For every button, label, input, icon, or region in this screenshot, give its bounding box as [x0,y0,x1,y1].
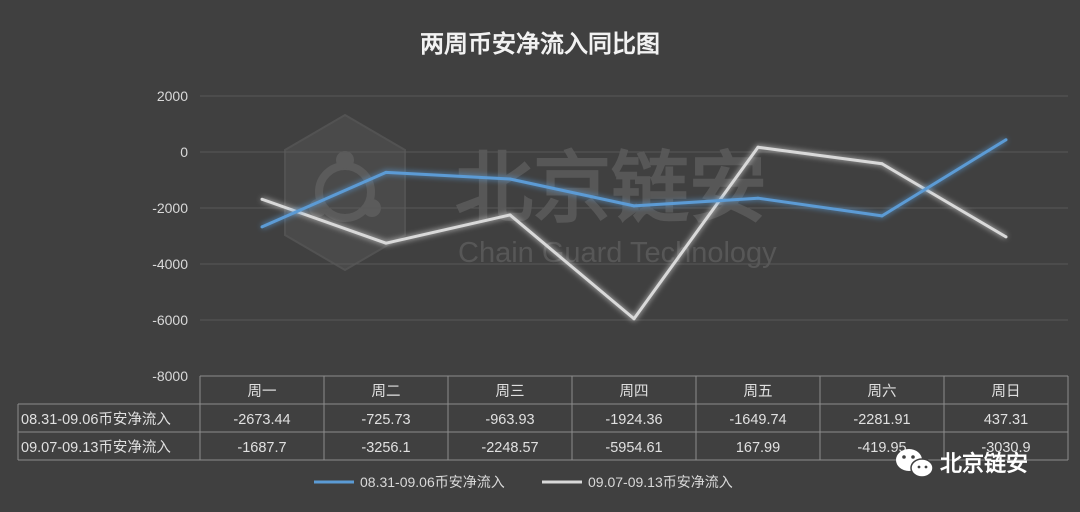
y-tick-label: 2000 [157,88,188,104]
legend-label: 09.07-09.13币安净流入 [588,474,733,490]
table-data-label: -3256.1 [361,440,410,456]
watermark: 北京链安 Chain Guard Technology [284,113,777,272]
x-category-label: 周二 [372,384,401,400]
data-point [384,241,388,245]
legend-label: 08.31-09.06币安净流入 [360,474,505,490]
legend: 08.31-09.06币安净流入 09.07-09.13币安净流入 [314,474,733,490]
data-point [508,213,512,217]
table-series-name: 08.31-09.06币安净流入 [21,411,171,428]
table-data-label: -419.95 [857,440,906,456]
data-table: 周一 周二 周三 周四 周五 周六 周日 08.31-09.06币安净流入 -2673.44 -7… [17,375,1069,461]
data-point [508,177,512,181]
y-tick-label: -8000 [152,368,188,384]
table-data-label: -2673.44 [233,412,290,428]
data-point [756,145,760,149]
watermark-name: 北京链安 [455,144,767,234]
brand-name: 北京链安 [940,451,1028,477]
data-point [880,214,884,218]
data-point [632,204,636,208]
table-data-label: -1924.36 [605,412,662,428]
wechat-icon [896,449,934,478]
y-axis-ticks: 2000 0 -2000 -4000 -6000 -8000 [152,88,188,384]
table-data-label: 437.31 [984,412,1028,428]
chart-title: 两周币安净流入同比图 [420,30,660,58]
x-category-label: 周日 [992,384,1021,400]
x-category-label: 周六 [868,383,897,400]
data-point [260,225,264,229]
brand: 北京链安 [896,449,1028,478]
data-point [1004,235,1008,239]
table-data-label: 167.99 [736,440,780,456]
y-tick-label: -2000 [152,200,188,216]
x-category-label: 周一 [248,384,277,400]
table-data-label: -1649.74 [729,412,786,428]
data-point [260,197,264,201]
data-point [1004,138,1008,142]
table-data-label: -2281.91 [853,412,910,428]
table-series-name: 09.07-09.13币安净流入 [21,439,171,456]
x-category-label: 周四 [620,384,649,400]
data-point [632,317,636,321]
watermark-logo-icon [284,113,406,272]
table-data-label: -1687.7 [237,440,286,456]
y-tick-label: 0 [180,144,188,160]
x-category-label: 周五 [744,384,773,400]
table-data-label: -2248.57 [481,440,538,456]
table-data-label: -963.93 [485,412,534,428]
series-lines [260,138,1008,321]
table-data-label: -5954.61 [605,440,662,456]
data-point [880,162,884,166]
data-point [756,196,760,200]
table-data-label: -725.73 [361,412,410,428]
y-tick-label: -6000 [152,312,188,328]
y-tick-label: -4000 [152,256,188,272]
x-category-label: 周三 [496,384,525,400]
table-data-label: -3030.9 [981,440,1030,456]
data-point [384,170,388,174]
